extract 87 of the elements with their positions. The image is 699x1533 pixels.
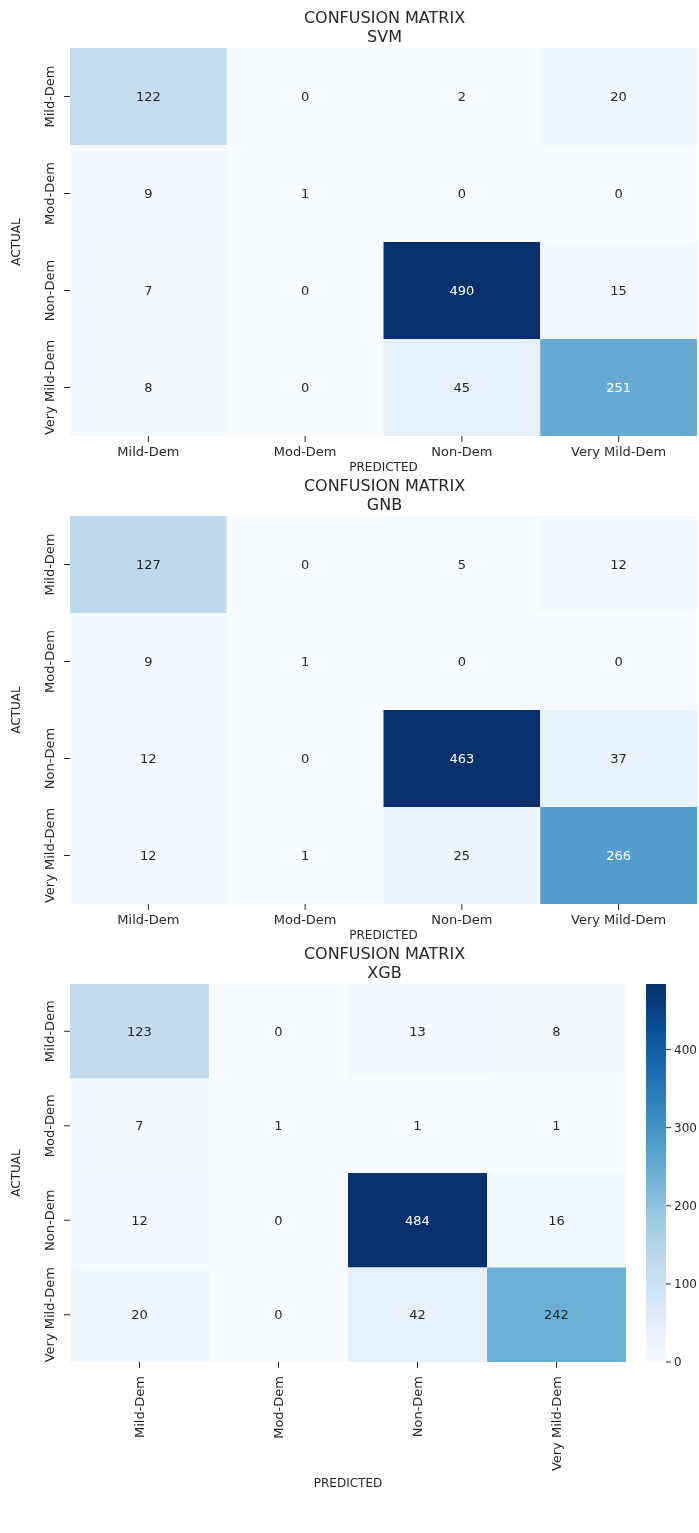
- chart-title: CONFUSION MATRIX: [302, 944, 467, 963]
- x-axis-title: PREDICTED: [348, 460, 419, 474]
- data-label: 45: [453, 380, 471, 395]
- y-tick-label: Mild-Dem: [42, 533, 57, 596]
- x-tick-label: Mod-Dem: [273, 444, 337, 459]
- data-label: 0: [300, 557, 310, 572]
- data-label: 7: [144, 283, 153, 298]
- x-tick-label: Very Mild-Dem: [571, 444, 667, 459]
- y-tick-label: Mod-Dem: [42, 162, 57, 225]
- data-label: 463: [449, 751, 475, 766]
- x-tick-label: Mod-Dem: [271, 1376, 286, 1439]
- data-label: 0: [274, 1023, 283, 1039]
- color-bar-label: 200: [674, 1198, 697, 1213]
- data-label: 123: [127, 1023, 152, 1039]
- data-label: 1: [413, 1118, 422, 1134]
- y-tick-label: Mod-Dem: [42, 1094, 57, 1158]
- color-bar-label: 300: [674, 1120, 697, 1135]
- data-label: 490: [449, 283, 475, 298]
- data-label: 266: [606, 848, 632, 863]
- data-label: 1: [300, 186, 310, 201]
- data-label: 16: [548, 1212, 565, 1228]
- color-bar-label: 100: [674, 1276, 697, 1291]
- data-label: 122: [135, 89, 161, 104]
- data-label: 13: [409, 1023, 426, 1039]
- x-tick-label: Non-Dem: [410, 1376, 425, 1438]
- y-axis-title: ACTUAL: [9, 218, 24, 266]
- x-tick-label: Mild-Dem: [117, 444, 180, 459]
- data-label: 127: [135, 557, 161, 572]
- x-axis-title: PREDICTED: [312, 1476, 384, 1490]
- data-label: 9: [144, 186, 153, 201]
- data-label: 0: [300, 751, 310, 766]
- data-label: 9: [144, 654, 153, 669]
- data-label: 5: [457, 557, 467, 572]
- data-label: 251: [606, 380, 632, 395]
- data-label: 8: [144, 380, 153, 395]
- y-tick-label: Non-Dem: [42, 727, 57, 790]
- data-label: 37: [610, 751, 627, 766]
- data-label: 242: [544, 1307, 569, 1323]
- data-label: 0: [614, 654, 623, 669]
- data-label: 8: [552, 1023, 561, 1039]
- y-tick-label: Non-Dem: [42, 1189, 57, 1251]
- data-label: 1: [300, 848, 310, 863]
- y-axis-title: ACTUAL: [9, 1149, 24, 1197]
- data-label: 0: [457, 654, 467, 669]
- data-label: 0: [457, 186, 467, 201]
- data-label: 42: [409, 1307, 426, 1323]
- data-label: 1: [274, 1118, 283, 1134]
- data-label: 12: [610, 557, 627, 572]
- data-label: 1: [300, 654, 310, 669]
- data-label: 15: [610, 283, 627, 298]
- data-label: 7: [135, 1118, 144, 1134]
- data-label: 0: [274, 1307, 283, 1323]
- data-label: 20: [610, 89, 627, 104]
- chart-title: CONFUSION MATRIX: [302, 8, 467, 27]
- x-tick-label: Mild-Dem: [117, 912, 180, 927]
- data-label: 0: [614, 186, 623, 201]
- data-label: 12: [140, 751, 157, 766]
- data-label: 484: [405, 1212, 430, 1228]
- data-label: 2: [457, 89, 467, 104]
- y-tick-label: Mod-Dem: [42, 630, 57, 693]
- y-axis-title: ACTUAL: [9, 686, 24, 734]
- chart-title: CONFUSION MATRIX: [302, 476, 467, 495]
- chart-subtitle: XGB: [366, 963, 403, 982]
- y-tick-label: Mild-Dem: [42, 65, 57, 128]
- x-tick-label: Mild-Dem: [132, 1376, 147, 1439]
- y-tick-label: Mild-Dem: [42, 1000, 57, 1063]
- data-label: 0: [300, 380, 310, 395]
- x-axis-title: PREDICTED: [348, 928, 419, 942]
- color-bar-label: 0: [674, 1355, 682, 1369]
- x-tick-label: Non-Dem: [431, 444, 493, 459]
- chart-subtitle: SVM: [366, 27, 403, 46]
- data-label: 20: [131, 1307, 148, 1323]
- x-tick-label: Very Mild-Dem: [571, 912, 667, 927]
- x-tick-label: Mod-Dem: [273, 912, 337, 927]
- data-label: 1: [552, 1118, 561, 1134]
- y-tick-label: Very Mild-Dem: [42, 1267, 57, 1363]
- data-label: 0: [300, 283, 310, 298]
- x-tick-label: Non-Dem: [431, 912, 493, 927]
- y-tick-label: Non-Dem: [42, 259, 57, 322]
- data-label: 0: [300, 89, 310, 104]
- data-label: 12: [140, 848, 157, 863]
- data-label: 12: [131, 1212, 148, 1228]
- color-bar-label: 400: [674, 1042, 697, 1057]
- x-tick-label: Very Mild-Dem: [549, 1376, 564, 1472]
- chart-subtitle: GNB: [365, 495, 404, 514]
- data-label: 25: [453, 848, 471, 863]
- data-label: 0: [274, 1212, 283, 1228]
